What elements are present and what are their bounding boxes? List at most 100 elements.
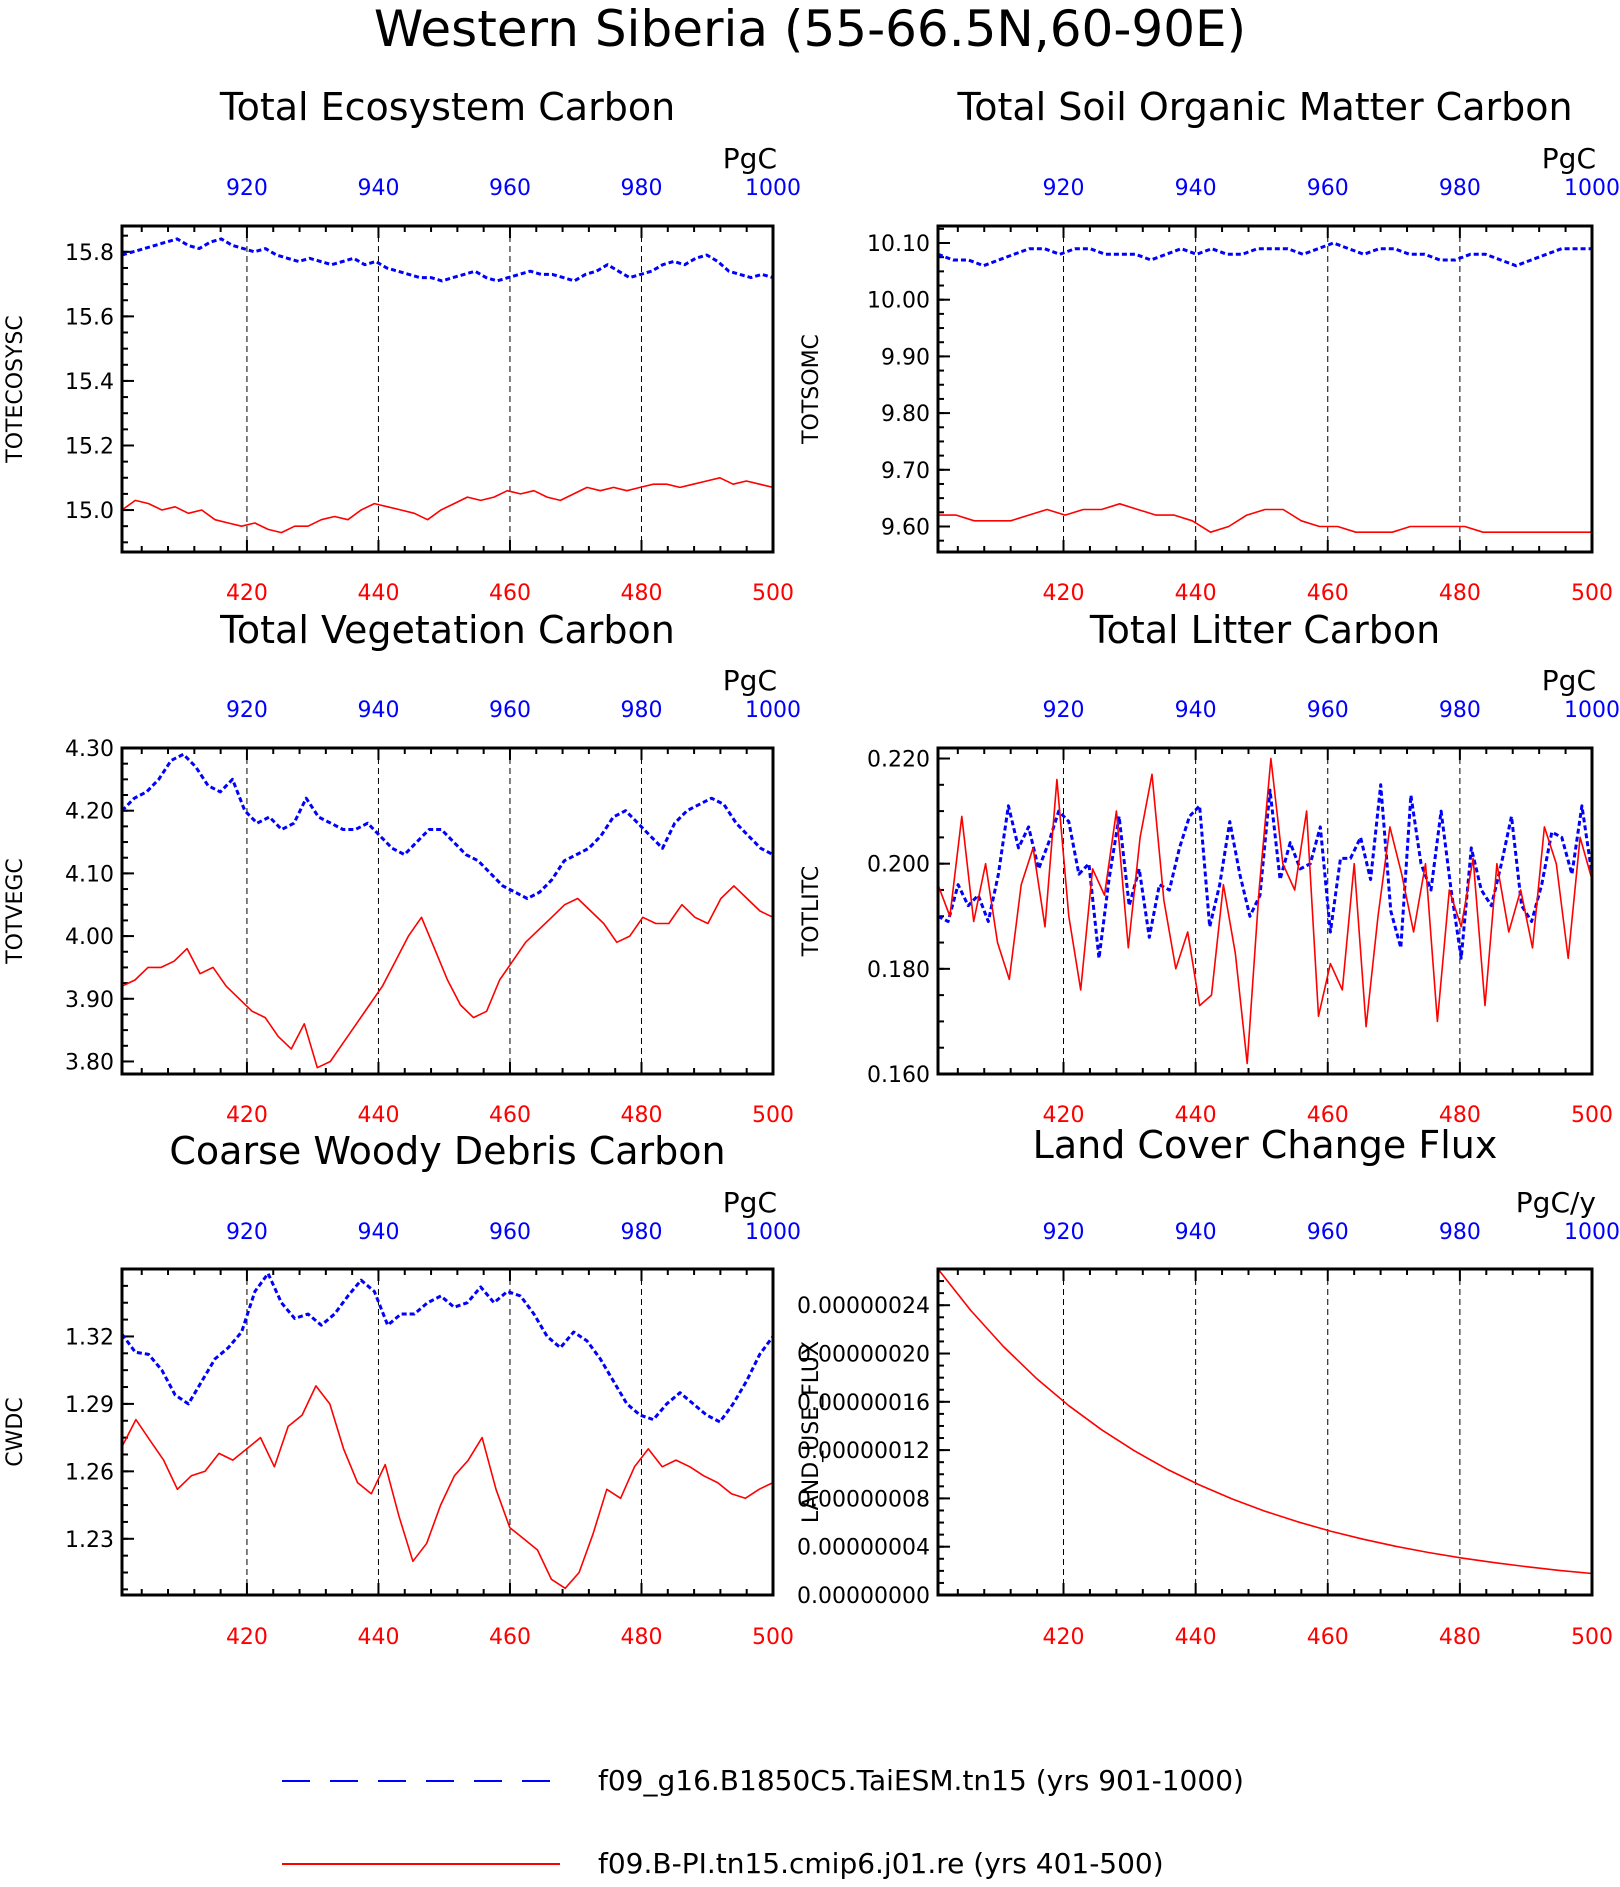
y-tick-label: 15.8 [65, 241, 114, 266]
series-line-solid [938, 502, 1592, 534]
x-top-tick-label: 940 [1175, 698, 1217, 723]
y-axis-label: TOTECOSYSC [3, 315, 28, 464]
x-top-tick-label: 940 [357, 698, 399, 723]
panels: Total Ecosystem Carbon PgC TOTECOSYSC 15.0 1… [3, 85, 1620, 1650]
x-bottom-tick-label: 440 [1175, 1103, 1217, 1128]
x-bottom-tick-label: 480 [1439, 1103, 1481, 1128]
x-top-tick-label: 940 [1175, 176, 1217, 201]
y-tick-label: 1.32 [65, 1325, 114, 1350]
figure-title: Western Siberia (55-66.5N,60-90E) [374, 0, 1246, 58]
x-bottom-tick-label: 460 [1307, 1625, 1349, 1650]
series-line-dashed [120, 752, 774, 900]
x-bottom-tick-label: 440 [357, 581, 399, 606]
x-bottom-tick-label: 480 [620, 581, 662, 606]
x-bottom-tick-label: 480 [620, 1103, 662, 1128]
x-top-tick-label: 980 [1439, 176, 1481, 201]
y-tick-label: 1.26 [65, 1460, 114, 1485]
series-line-solid [121, 1385, 774, 1590]
y-tick-label: 4.00 [65, 925, 114, 950]
x-bottom-tick-label: 460 [489, 581, 531, 606]
y-tick-label: 10.00 [867, 289, 930, 314]
series-line-dashed [121, 237, 774, 283]
chart-title: Coarse Woody Debris Carbon [169, 1129, 725, 1173]
chart-panel: Total Litter Carbon PgC TOTLITC 0.160 0.180 0… [799, 608, 1620, 1128]
y-tick-label: 0.00000004 [797, 1536, 930, 1561]
x-bottom-tick-label: 500 [752, 1103, 794, 1128]
x-top-tick-label: 920 [226, 698, 268, 723]
y-tick-label: 0.00000016 [797, 1391, 930, 1416]
y-axis-label: TOTLITC [799, 866, 824, 957]
y-tick-label: 0.160 [867, 1063, 930, 1088]
x-top-tick-label: 960 [1307, 1220, 1349, 1245]
chart-panel: Land Cover Change Flux PgC/y LAND_USE_FLUX… [797, 1123, 1620, 1650]
x-bottom-tick-label: 420 [1043, 581, 1085, 606]
chart-panel: Total Soil Organic Matter Carbon PgC TOTSO… [799, 85, 1620, 606]
y-tick-label: 0.00000012 [797, 1439, 930, 1464]
x-bottom-tick-label: 500 [1571, 581, 1613, 606]
y-tick-label: 0.00000008 [797, 1487, 930, 1512]
y-tick-label: 3.80 [65, 1050, 114, 1075]
x-bottom-tick-label: 500 [1571, 1103, 1613, 1128]
x-bottom-tick-label: 460 [489, 1625, 531, 1650]
legend-label-series-2: f09.B-PI.tn15.cmip6.j01.re (yrs 401-500) [598, 1847, 1164, 1880]
x-top-tick-label: 920 [226, 1220, 268, 1245]
x-top-tick-label: 960 [1307, 176, 1349, 201]
y-tick-label: 0.00000020 [797, 1343, 930, 1368]
x-bottom-tick-label: 460 [1307, 1103, 1349, 1128]
y-tick-label: 9.70 [881, 459, 930, 484]
units-label: PgC/y [1516, 1186, 1596, 1219]
series-line-solid [937, 1268, 1593, 1575]
x-top-tick-label: 920 [1043, 176, 1085, 201]
x-bottom-tick-label: 420 [226, 1625, 268, 1650]
x-bottom-tick-label: 440 [357, 1103, 399, 1128]
chart-title: Total Soil Organic Matter Carbon [956, 85, 1572, 129]
y-tick-label: 0.180 [867, 958, 930, 983]
series-line-solid [937, 757, 1593, 1065]
plot-frame [936, 224, 1594, 554]
y-tick-label: 9.80 [881, 402, 930, 427]
x-bottom-tick-label: 500 [752, 1625, 794, 1650]
series-line-dashed [937, 783, 1594, 960]
y-tick-label: 15.4 [65, 370, 114, 395]
y-tick-label: 9.90 [881, 345, 930, 370]
x-top-tick-label: 960 [489, 1220, 531, 1245]
x-top-tick-label: 1000 [745, 1220, 801, 1245]
x-top-tick-label: 940 [357, 176, 399, 201]
x-bottom-tick-label: 440 [1175, 1625, 1217, 1650]
x-top-tick-label: 1000 [1564, 176, 1620, 201]
series-line-solid [121, 885, 774, 1069]
chart-panel: Total Ecosystem Carbon PgC TOTECOSYSC 15.0 1… [3, 85, 801, 606]
x-top-tick-label: 1000 [1564, 698, 1620, 723]
units-label: PgC [723, 1186, 777, 1219]
units-label: PgC [723, 664, 777, 697]
plot-frame [120, 224, 775, 554]
plot-frame [936, 746, 1594, 1076]
x-top-tick-label: 920 [226, 176, 268, 201]
y-tick-label: 1.23 [65, 1528, 114, 1553]
chart-title: Total Ecosystem Carbon [219, 85, 675, 129]
x-bottom-tick-label: 420 [226, 581, 268, 606]
y-tick-label: 3.90 [65, 988, 114, 1013]
x-bottom-tick-label: 420 [1043, 1103, 1085, 1128]
x-bottom-tick-label: 420 [226, 1103, 268, 1128]
y-tick-label: 10.10 [867, 232, 930, 257]
chart-panel: Coarse Woody Debris Carbon PgC CWDC 1.23 1.2… [3, 1129, 801, 1650]
chart-title: Total Litter Carbon [1089, 608, 1440, 652]
x-top-tick-label: 980 [620, 1220, 662, 1245]
x-bottom-tick-label: 480 [620, 1625, 662, 1650]
x-top-tick-label: 960 [489, 698, 531, 723]
chart-title: Total Vegetation Carbon [219, 608, 675, 652]
x-bottom-tick-label: 460 [1307, 581, 1349, 606]
y-tick-label: 9.60 [881, 515, 930, 540]
series-line-dashed [120, 1272, 775, 1424]
x-top-tick-label: 920 [1043, 698, 1085, 723]
y-tick-label: 4.10 [65, 862, 114, 887]
x-bottom-tick-label: 440 [1175, 581, 1217, 606]
y-tick-label: 0.00000000 [797, 1584, 930, 1609]
y-axis-label: TOTSOMC [799, 334, 824, 445]
chart-panel: Total Vegetation Carbon PgC TOTVEGC 3.80 3.9… [3, 608, 801, 1128]
y-tick-label: 0.220 [867, 748, 930, 773]
y-tick-label: 1.29 [65, 1393, 114, 1418]
x-top-tick-label: 1000 [745, 698, 801, 723]
